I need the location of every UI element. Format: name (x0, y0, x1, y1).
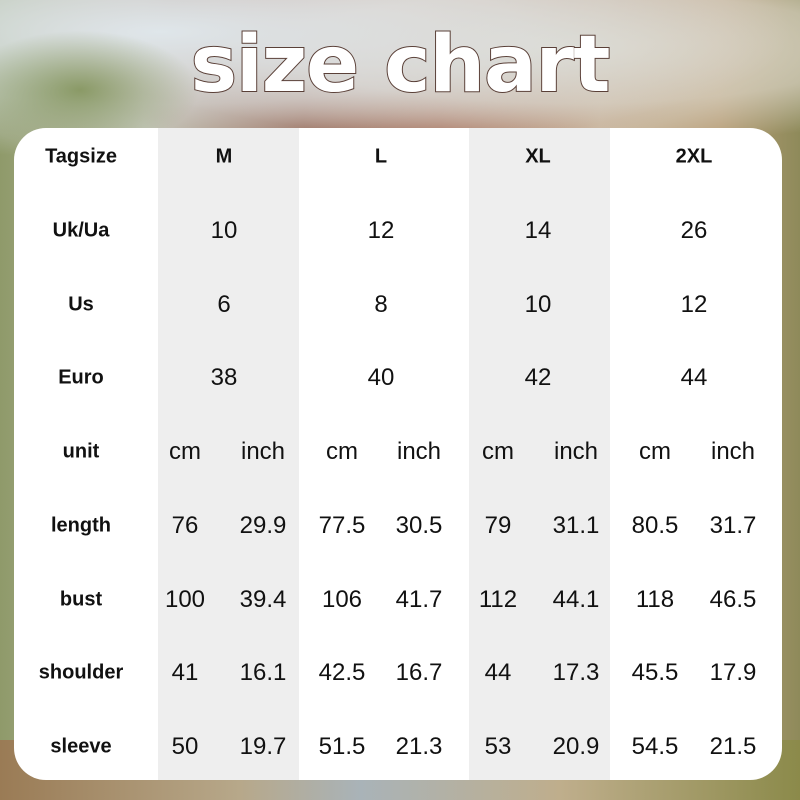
table-cell: 51.5 (318, 733, 366, 760)
unit-cell: inch (396, 438, 442, 465)
row-label: shoulder (38, 661, 124, 684)
row-label: Euro (58, 366, 104, 389)
table-cell: 26 (680, 217, 708, 244)
table-cell: 79 (484, 512, 512, 539)
table-cell: 12 (367, 217, 395, 244)
table-cell: 17.9 (709, 659, 757, 686)
unit-cell: cm (326, 438, 358, 465)
table-cell: 112 (478, 586, 518, 613)
size-header: M (215, 145, 233, 168)
table-cell: 76 (171, 512, 199, 539)
table-cell: 50 (171, 733, 199, 760)
row-label: unit (62, 440, 100, 463)
row-label: bust (59, 588, 103, 611)
size-header: 2XL (675, 145, 713, 168)
row-label: length (51, 514, 111, 537)
table-cell: 17.3 (552, 659, 600, 686)
header-label: Tagsize (45, 145, 117, 168)
unit-cell: inch (553, 438, 599, 465)
table-cell: 8 (374, 291, 388, 318)
unit-cell: cm (482, 438, 514, 465)
unit-cell: cm (169, 438, 201, 465)
table-cell: 44 (484, 659, 512, 686)
table-cell: 41 (171, 659, 199, 686)
table-cell: 39.4 (239, 586, 287, 613)
size-header: XL (525, 145, 551, 168)
table-cell: 16.7 (395, 659, 443, 686)
row-label: Us (68, 293, 94, 316)
table-cell: 40 (367, 364, 395, 391)
row-label: sleeve (50, 735, 112, 758)
column-stripe-m (158, 128, 299, 780)
table-cell: 30.5 (395, 512, 443, 539)
size-chart-table: Tagsize M L XL 2XL Uk/Ua 10 12 14 26 Us 6 8 10 12 Euro 3… (14, 128, 782, 780)
table-cell: 42.5 (318, 659, 366, 686)
table-cell: 31.1 (552, 512, 600, 539)
table-cell: 31.7 (709, 512, 757, 539)
column-stripe-xl (469, 128, 610, 780)
table-cell: 14 (524, 217, 552, 244)
table-cell: 21.5 (709, 733, 757, 760)
table-cell: 10 (524, 291, 552, 318)
table-cell: 80.5 (631, 512, 679, 539)
table-cell: 100 (164, 586, 206, 613)
table-cell: 12 (680, 291, 708, 318)
table-cell: 16.1 (239, 659, 287, 686)
unit-cell: inch (710, 438, 756, 465)
row-label: Uk/Ua (52, 219, 110, 242)
unit-cell: inch (240, 438, 286, 465)
table-cell: 38 (210, 364, 238, 391)
table-cell: 29.9 (239, 512, 287, 539)
table-cell: 46.5 (709, 586, 757, 613)
table-cell: 44 (680, 364, 708, 391)
unit-cell: cm (639, 438, 671, 465)
table-cell: 77.5 (318, 512, 366, 539)
table-cell: 118 (635, 586, 675, 613)
table-cell: 53 (484, 733, 512, 760)
table-cell: 44.1 (552, 586, 600, 613)
page-title: size chart (190, 19, 612, 111)
table-cell: 54.5 (631, 733, 679, 760)
table-cell: 10 (210, 217, 238, 244)
size-header: L (374, 145, 388, 168)
table-cell: 19.7 (239, 733, 287, 760)
table-cell: 41.7 (395, 586, 443, 613)
table-cell: 45.5 (631, 659, 679, 686)
table-cell: 6 (217, 291, 231, 318)
table-cell: 106 (321, 586, 363, 613)
table-cell: 21.3 (395, 733, 443, 760)
table-cell: 20.9 (552, 733, 600, 760)
table-cell: 42 (524, 364, 552, 391)
